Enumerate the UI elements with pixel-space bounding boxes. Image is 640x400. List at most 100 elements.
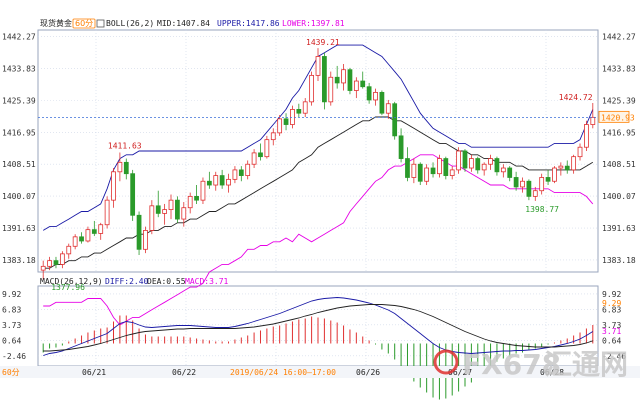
- candle-up: [251, 152, 257, 165]
- candle-up: [449, 169, 455, 176]
- instrument-name: 现货黄金: [40, 18, 72, 28]
- candle-down: [405, 158, 410, 178]
- candle-down: [526, 180, 532, 197]
- candle-down: [258, 152, 263, 158]
- macd-tick-extra: 3.71: [602, 327, 621, 336]
- candle-up: [558, 165, 564, 169]
- macd-axis: 9.92 9.92 6.83 6.83 3.73 3.73 0.64 0.64 -2.46 -2.…: [2, 290, 626, 361]
- candle-down: [155, 205, 161, 214]
- candle-up: [111, 171, 116, 201]
- price-tick-right: 1408.51: [602, 160, 636, 169]
- macd-tick-right: 0.64: [602, 336, 621, 345]
- candle-up: [143, 230, 148, 250]
- watermark: FX678 汇通网: [433, 348, 628, 381]
- price-annotations: 1411.63 1439.21 1424.72 1377.96 1398.77: [51, 38, 593, 292]
- watermark-cn: 汇通网: [544, 348, 628, 381]
- price-tick-left: 1391.63: [2, 224, 36, 233]
- macd-diff: DIFF:2.40: [105, 277, 149, 286]
- candle-down: [398, 135, 404, 159]
- candle-up: [411, 163, 417, 178]
- indicator-toggle-icon[interactable]: [96, 19, 105, 28]
- price-tick-left: 1442.27: [2, 33, 36, 42]
- candle-up: [577, 146, 583, 158]
- macd-tick-extra: 9.29: [602, 299, 621, 308]
- candles: [40, 48, 596, 280]
- current-price-tag: [598, 110, 630, 123]
- candle-up: [552, 167, 557, 182]
- candle-up: [59, 253, 65, 265]
- candle-up: [168, 199, 174, 211]
- candle-down: [507, 167, 513, 178]
- candle-up: [385, 103, 391, 114]
- header-legend: 现货黄金 60分 BOLL(26,2) MID:1407.84 UPPER:14…: [40, 18, 345, 29]
- candle-up: [328, 76, 334, 103]
- annotation-low-2: 1398.77: [525, 205, 559, 214]
- boll-lower-line: [43, 154, 594, 326]
- boll-upper: UPPER:1417.86: [217, 19, 280, 28]
- price-tick-left: 1425.39: [2, 96, 36, 105]
- annotation-low-1: 1377.96: [51, 283, 85, 292]
- candle-up: [456, 150, 461, 171]
- candle-down: [392, 103, 398, 137]
- candle-down: [366, 86, 372, 101]
- macd-tick-right: 9.92: [602, 290, 621, 299]
- date-label-1: 06/21: [82, 368, 106, 377]
- price-tick-right: 1442.27: [602, 33, 636, 42]
- watermark-brand: FX678: [462, 348, 561, 381]
- candle-up: [98, 224, 104, 234]
- candle-down: [79, 236, 84, 242]
- boll-lower: LOWER:1397.81: [282, 19, 345, 28]
- macd-dea: DEA:0.55: [147, 277, 186, 286]
- macd-tick-left: 9.92: [2, 290, 21, 299]
- candle-up: [226, 178, 231, 186]
- candle-down: [175, 199, 180, 220]
- macd-header: MACD(26,12,9) DIFF:2.40 DEA:0.55 MACD:3.…: [40, 277, 229, 286]
- candle-down: [347, 69, 353, 91]
- candle-down: [513, 177, 519, 188]
- date-label-4: 06/27: [448, 368, 472, 377]
- annotation-high-2: 1439.21: [306, 38, 340, 47]
- price-tick-left: 1383.18: [2, 256, 36, 265]
- candle-up: [270, 132, 276, 141]
- candle-up: [488, 158, 493, 165]
- candle-up: [309, 74, 314, 103]
- macd-tick-left: 6.83: [2, 305, 21, 314]
- candle-up: [500, 167, 506, 173]
- candle-down: [53, 260, 59, 265]
- price-tick-right: 1425.39: [602, 96, 636, 105]
- candle-up: [187, 195, 193, 209]
- candle-up: [162, 209, 168, 214]
- macd-tick-right: 6.83: [602, 305, 621, 314]
- candle-down: [296, 109, 302, 114]
- candle-down: [238, 169, 244, 176]
- candle-down: [123, 161, 129, 175]
- macd-label: MACD(26,12,9): [40, 277, 103, 286]
- period-badge[interactable]: [72, 18, 96, 29]
- candle-up: [149, 205, 155, 231]
- macd-tick-left: -2.46: [2, 352, 26, 361]
- candle-up: [232, 169, 238, 180]
- candle-up: [213, 175, 219, 186]
- watermark-logo-icon: [433, 349, 459, 375]
- candle-up: [264, 139, 270, 158]
- macd-value: MACD:3.71: [185, 277, 229, 286]
- candle-down: [283, 118, 289, 125]
- candle-up: [590, 116, 596, 125]
- candle-up: [117, 161, 123, 173]
- macd-tick-left: 0.64: [2, 336, 21, 345]
- price-tick-left: 1400.07: [2, 192, 36, 201]
- price-tick-right: 1391.63: [602, 224, 636, 233]
- candle-up: [72, 236, 78, 247]
- price-tick-left: 1416.95: [2, 128, 36, 137]
- candle-down: [219, 175, 225, 186]
- candle-down: [194, 195, 199, 201]
- candle-up: [539, 177, 545, 192]
- annotation-high-1: 1411.63: [108, 142, 142, 151]
- period-badge-text: 60分: [75, 19, 93, 28]
- candle-down: [475, 158, 481, 171]
- price-tick-right: 1383.18: [602, 256, 636, 265]
- macd-tick-right: -2.46: [602, 352, 626, 361]
- candle-up: [424, 167, 430, 182]
- boll-label: BOLL(26,2): [106, 19, 154, 28]
